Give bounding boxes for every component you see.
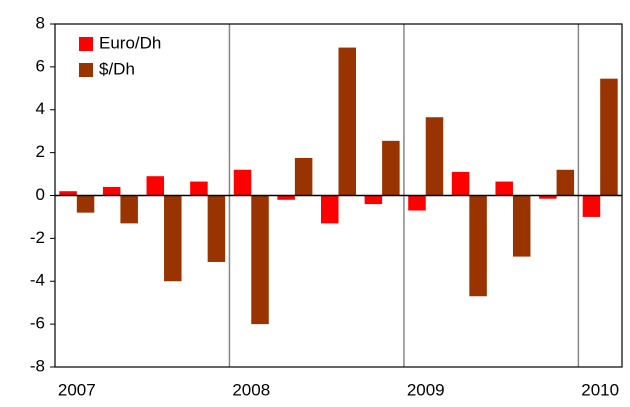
bar (120, 195, 138, 224)
x-tick-label: 2007 (58, 380, 96, 399)
bar (495, 181, 513, 196)
bar (164, 195, 182, 282)
bar (408, 195, 426, 211)
bar (251, 195, 269, 325)
bar (233, 169, 252, 196)
x-tick-label: 2009 (407, 380, 445, 399)
legend-label: $/Dh (99, 59, 135, 78)
bar (294, 157, 313, 196)
y-tick-label: -8 (30, 356, 45, 375)
plot-frame (54, 23, 623, 368)
bar (556, 169, 575, 196)
y-tick-label: 2 (36, 142, 45, 161)
bar (600, 78, 618, 196)
bar (582, 195, 601, 217)
legend-swatch (79, 63, 93, 77)
bar (190, 181, 208, 196)
bar (425, 117, 444, 196)
y-tick-label: 4 (36, 99, 45, 118)
bar (59, 191, 77, 196)
bar (469, 195, 487, 297)
legend-swatch (79, 37, 93, 51)
bar (539, 195, 557, 199)
x-tick-label: 2008 (232, 380, 270, 399)
bar (207, 195, 226, 262)
y-tick-label: -2 (30, 228, 45, 247)
bar (338, 47, 356, 196)
bar (102, 186, 121, 196)
bar (146, 176, 165, 196)
bar (451, 171, 470, 196)
y-tick-label: 0 (36, 185, 45, 204)
bar (76, 195, 95, 213)
y-tick-label: 6 (36, 56, 45, 75)
y-tick-label: 8 (36, 13, 45, 32)
bar (321, 195, 339, 224)
x-tick-label: 2010 (581, 380, 619, 399)
bar (364, 195, 383, 205)
bar (512, 195, 531, 257)
bar (277, 195, 295, 200)
y-tick-label: -4 (30, 271, 45, 290)
y-tick-label: -6 (30, 314, 45, 333)
bar (382, 140, 400, 196)
legend-label: Euro/Dh (99, 33, 161, 52)
